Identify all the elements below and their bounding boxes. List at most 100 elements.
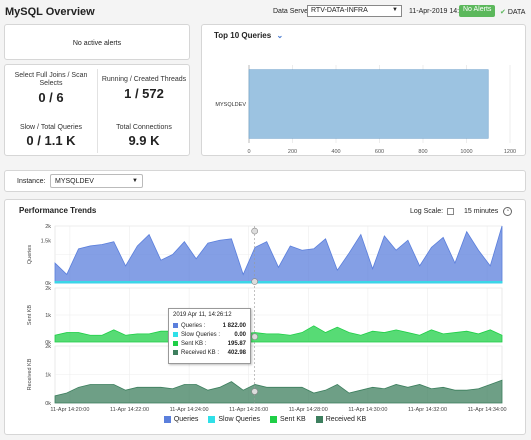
trend-x-tick: 11-Apr 14:26:00 xyxy=(229,407,268,413)
chevron-down-icon: ▼ xyxy=(392,7,398,13)
full-joins-value: 0 / 6 xyxy=(38,90,64,105)
trend-x-tick: 11-Apr 14:34:00 xyxy=(468,407,507,413)
instance-panel: Instance: MYSQLDEV ▼ xyxy=(4,170,526,192)
trend-x-tick: 11-Apr 14:30:00 xyxy=(348,407,387,413)
trend-y-tick: 0k xyxy=(45,281,51,287)
data-status-label: DATA xyxy=(507,9,526,16)
tooltip-row: Queries : 1 822.00 xyxy=(173,321,246,330)
chart-tooltip: 2019 Apr 11, 14:26:12 Queries :1 822.00 S… xyxy=(168,308,251,364)
trend-y-label: Queries xyxy=(27,245,33,265)
data-server-label: Data Server: xyxy=(273,8,313,15)
top-queries-x-tick: 1000 xyxy=(460,149,472,155)
instance-label: Instance: xyxy=(17,178,46,185)
data-server-value: RTV-DATA-INFRA xyxy=(311,7,368,14)
trend-y-tick: 1k xyxy=(45,373,51,379)
legend-label: Queries xyxy=(173,416,199,423)
top-queries-bar xyxy=(248,69,489,139)
top-queries-x-tick: 600 xyxy=(375,149,384,155)
header-datetime: 11-Apr-2019 14:34 xyxy=(409,8,467,15)
trend-x-tick: 11-Apr 14:22:00 xyxy=(110,407,149,413)
trend-y-tick: 1.5k xyxy=(41,238,52,244)
legend-label: Received KB xyxy=(325,416,367,423)
top-queries-x-tick: 400 xyxy=(331,149,340,155)
performance-trends-chart: 2k 1.5k 0k Queries 2k 1k 0k Sent KB 2k 1k 0k Receiv… xyxy=(27,224,507,413)
trend-x-tick: 11-Apr 14:24:00 xyxy=(170,407,209,413)
top-queries-title-text: Top 10 Queries xyxy=(214,31,272,40)
connections-value: 9.9 K xyxy=(128,133,160,148)
trend-x-tick: 11-Apr 14:20:00 xyxy=(50,407,89,413)
slow-queries-label: Slow / Total Queries xyxy=(19,124,83,131)
hover-marker xyxy=(251,388,258,395)
top-queries-category-label: MYSQLDEV xyxy=(215,102,246,108)
alerts-panel: No active alerts xyxy=(4,24,190,60)
trend-y-tick: 0k xyxy=(45,401,51,407)
top-queries-x-tick: 800 xyxy=(418,149,427,155)
top-queries-title[interactable]: Top 10 Queries ⌄ xyxy=(214,31,283,40)
tooltip-value: 195.87 xyxy=(227,340,246,347)
trend-x-tick: 11-Apr 14:32:00 xyxy=(408,407,447,413)
check-icon: ✔ xyxy=(500,9,506,16)
tooltip-swatch xyxy=(173,332,178,337)
slow-queries-value: 0 / 1.1 K xyxy=(26,133,76,148)
log-scale-label: Log Scale: xyxy=(410,208,444,215)
threads-label: Running / Created Threads xyxy=(101,76,187,83)
hover-marker xyxy=(251,333,258,341)
log-scale-checkbox[interactable] xyxy=(447,208,454,215)
tooltip-swatch xyxy=(173,341,178,346)
data-status: ✔ DATA xyxy=(500,8,525,16)
tooltip-value: 0.00 xyxy=(234,331,246,338)
top-queries-x-tick: 1200 xyxy=(504,149,516,155)
tooltip-label: Sent KB : xyxy=(181,340,207,347)
tooltip-label: Slow Queries : xyxy=(181,331,221,338)
trend-y-label: Received KB xyxy=(27,358,33,390)
top-queries-chart: 0 200 400 600 800 1000 1200 MYSQLDEV xyxy=(215,65,516,155)
tooltip-swatch xyxy=(173,323,178,328)
trend-area-slow-queries xyxy=(54,281,503,284)
tooltip-row: Sent KB : 195.87 xyxy=(173,339,246,348)
tooltip-row: Slow Queries : 0.00 xyxy=(173,330,246,339)
page-title: MySQL Overview xyxy=(5,6,95,18)
trend-y-tick: 2k xyxy=(45,286,51,292)
time-range-select[interactable]: 15 minutes xyxy=(464,208,499,215)
chevron-down-icon: ⌄ xyxy=(276,31,284,40)
instance-select[interactable]: MYSQLDEV ▼ xyxy=(50,174,143,188)
trend-area-queries xyxy=(54,225,503,284)
tooltip-value: 1 822.00 xyxy=(222,322,246,329)
data-server-select[interactable]: RTV-DATA-INFRA ▼ xyxy=(307,5,402,17)
trend-y-tick: 2k xyxy=(45,224,51,230)
legend-item[interactable]: Queries xyxy=(163,416,199,423)
chevron-down-icon: ▼ xyxy=(132,178,138,184)
kpi-panel: Select Full Joins / Scan Selects 0 / 6 R… xyxy=(4,64,190,156)
instance-value: MYSQLDEV xyxy=(55,178,94,185)
alerts-badge[interactable]: No Alerts xyxy=(459,5,496,17)
legend-item[interactable]: Received KB xyxy=(315,416,367,423)
legend-label: Slow Queries xyxy=(218,416,260,423)
trend-y-label: Sent KB xyxy=(27,305,33,326)
full-joins-label: Select Full Joins / Scan Selects xyxy=(14,72,88,87)
legend-item[interactable]: Slow Queries xyxy=(208,416,260,423)
tooltip-label: Queries : xyxy=(181,322,206,329)
legend-swatch xyxy=(208,416,216,423)
top-queries-x-tick: 0 xyxy=(247,149,250,155)
tooltip-value: 402.98 xyxy=(227,349,246,356)
kpi-divider xyxy=(97,69,98,153)
chart-legend: Queries Slow Queries Sent KB Received KB xyxy=(5,416,525,423)
top-queries-x-tick: 200 xyxy=(288,149,297,155)
trend-area-sent-kb xyxy=(54,325,503,343)
threads-value: 1 / 572 xyxy=(124,86,164,101)
trend-area-received-kb xyxy=(54,379,503,404)
legend-swatch xyxy=(163,416,171,423)
tooltip-swatch xyxy=(173,350,178,355)
trend-y-tick: 1k xyxy=(45,313,51,319)
tooltip-rows: Queries :1 822.00 Slow Queries :0.00 Sent … xyxy=(173,321,246,357)
trend-x-tick: 11-Apr 14:28:00 xyxy=(289,407,328,413)
trend-y-tick: 2k xyxy=(45,344,51,350)
legend-item[interactable]: Sent KB xyxy=(270,416,306,423)
hover-marker xyxy=(251,227,258,235)
tooltip-label: Received KB : xyxy=(181,349,220,356)
tooltip-row: Received KB : 402.98 xyxy=(173,348,246,357)
clock-icon[interactable]: ◔ xyxy=(503,207,512,216)
top-queries-panel: Top 10 Queries ⌄ 0 200 400 600 800 1000 1200 MY… xyxy=(201,24,526,156)
trends-title: Performance Trends xyxy=(19,206,97,215)
performance-trends-panel: Performance Trends Log Scale: 15 minutes… xyxy=(4,199,526,435)
